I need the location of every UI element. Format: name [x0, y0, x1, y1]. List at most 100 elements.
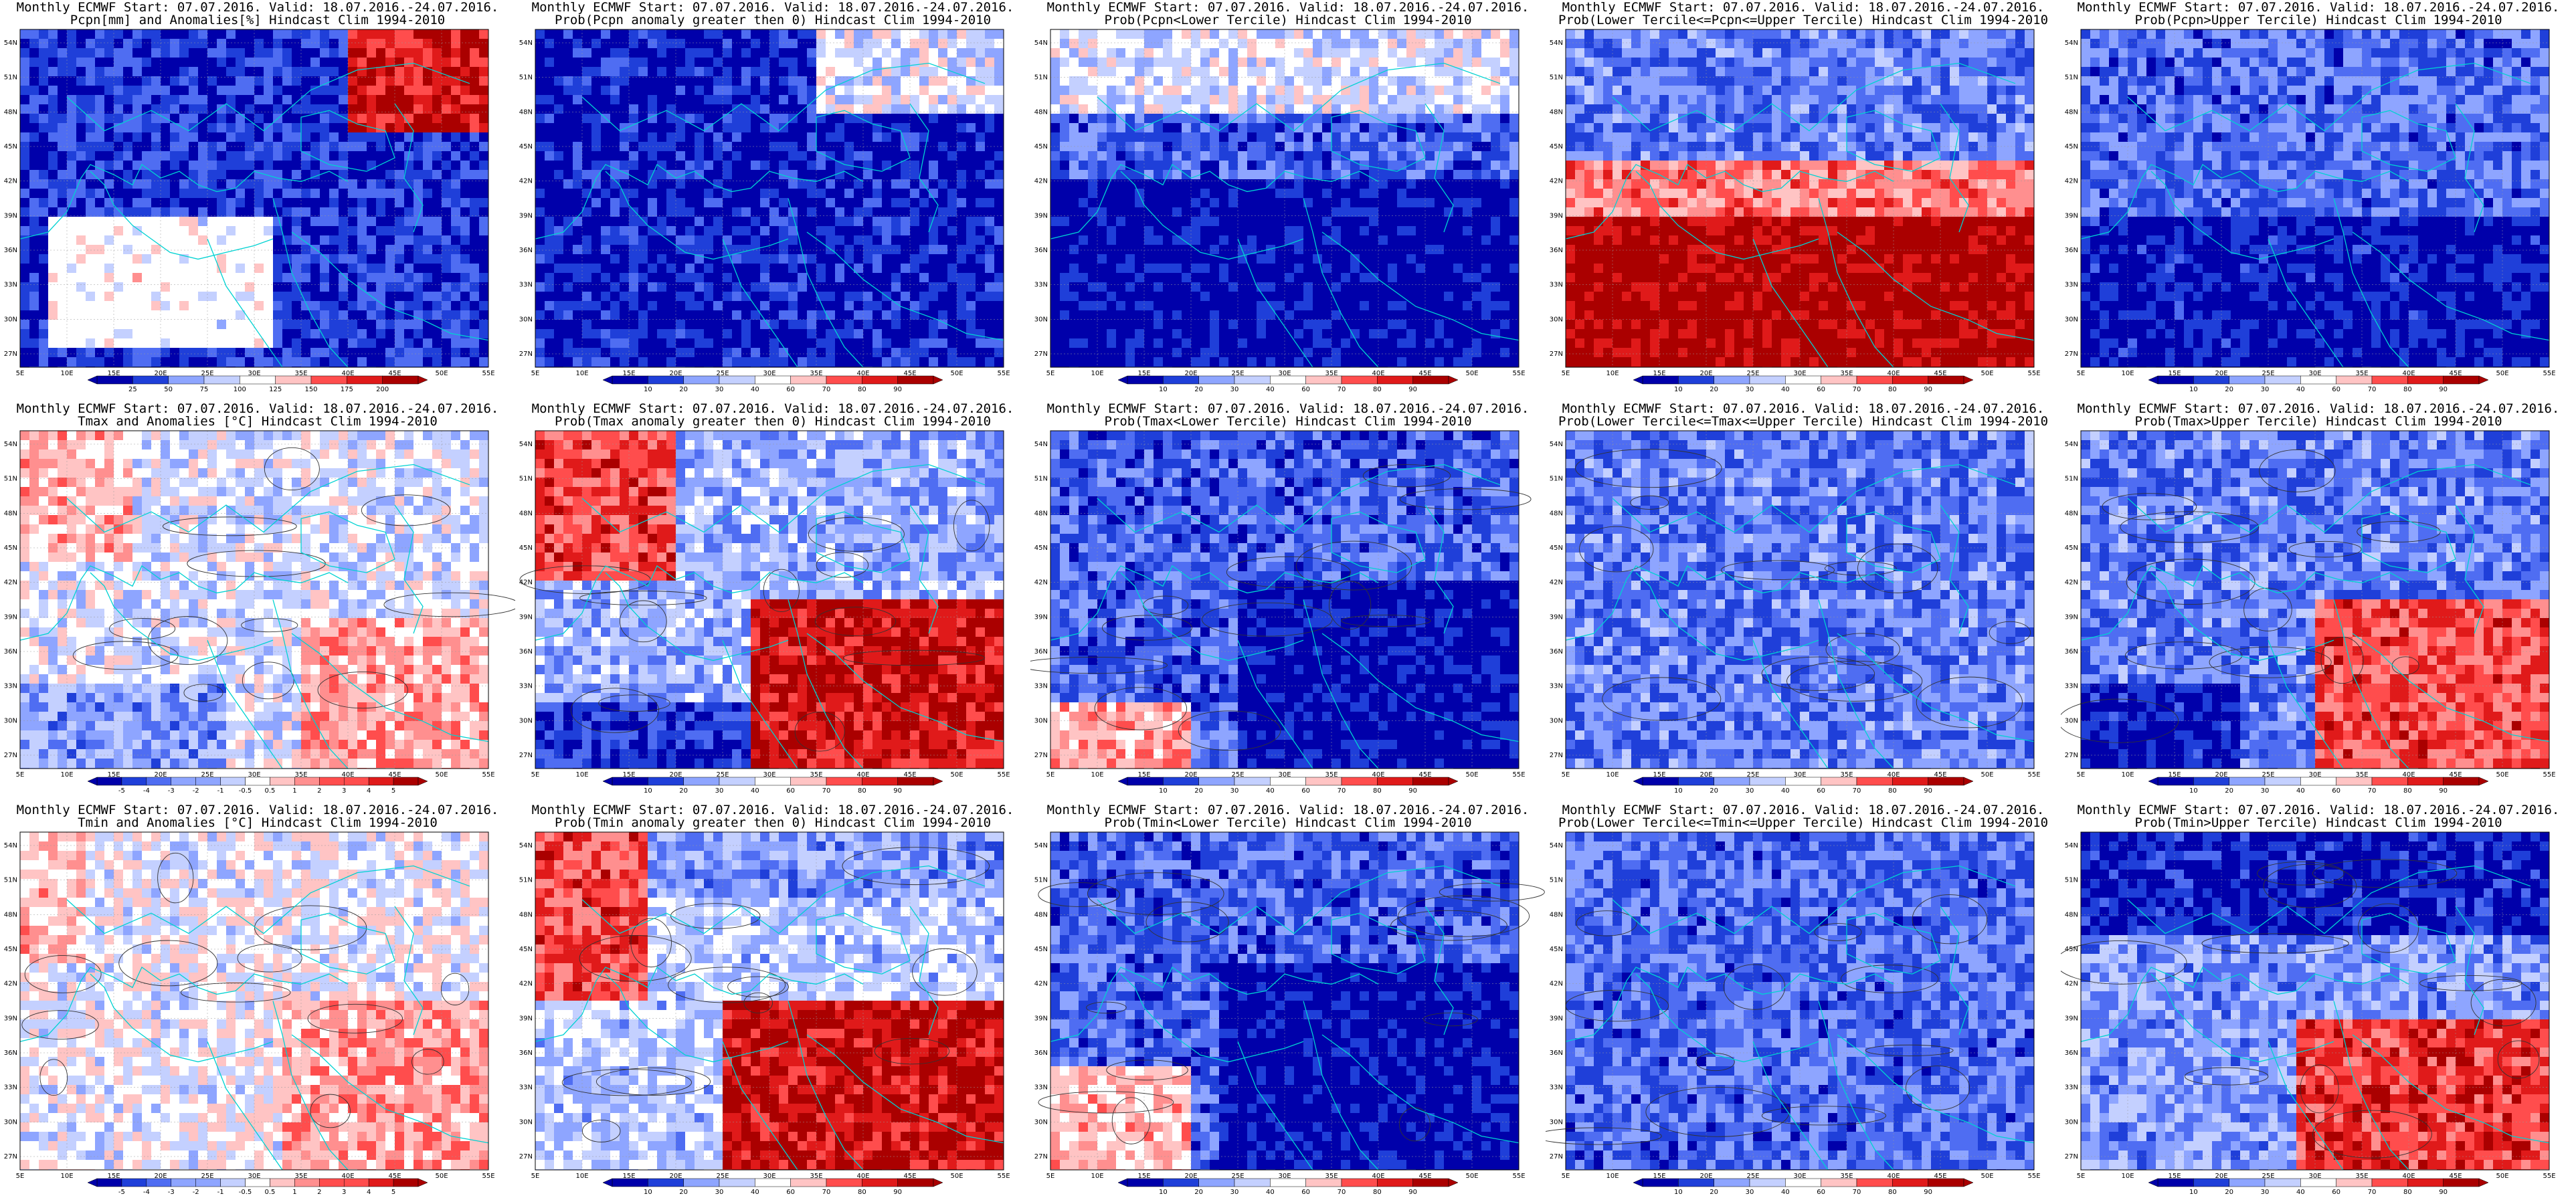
- field-cell: [48, 282, 58, 292]
- field-cell: [1210, 235, 1219, 245]
- field-cell: [1463, 142, 1472, 151]
- field-cell: [217, 170, 226, 179]
- field-cell: [357, 179, 367, 189]
- field-cell: [48, 161, 58, 170]
- field-cell: [132, 348, 142, 357]
- field-cell: [863, 29, 872, 39]
- field-cell: [779, 179, 788, 189]
- field-cell: [901, 132, 910, 142]
- field-cell: [573, 245, 582, 254]
- field-cell: [226, 329, 236, 338]
- field-cell: [1238, 114, 1247, 123]
- field-cell: [554, 48, 563, 58]
- field-cell: [226, 320, 236, 329]
- field-cell: [264, 254, 273, 264]
- field-cell: [704, 76, 713, 86]
- field-cell: [704, 179, 713, 189]
- field-cell: [76, 132, 86, 142]
- field-cell: [1163, 86, 1172, 95]
- field-cell: [470, 264, 479, 273]
- field-cell: [404, 95, 413, 104]
- colorbar-max-arrow: [933, 375, 943, 385]
- field-cell: [638, 273, 648, 282]
- field-cell: [723, 179, 732, 189]
- field-cell: [741, 348, 751, 357]
- field-cell: [685, 329, 695, 338]
- field-cell: [582, 179, 591, 189]
- field-cell: [872, 329, 882, 338]
- field-cell: [329, 179, 339, 189]
- field-cell: [835, 123, 844, 132]
- field-cell: [1341, 207, 1350, 217]
- field-cell: [376, 48, 385, 58]
- field-cell: [357, 48, 367, 58]
- field-cell: [39, 170, 48, 179]
- field-cell: [1144, 151, 1154, 161]
- field-cell: [1097, 207, 1107, 217]
- field-cell: [807, 39, 816, 48]
- field-cell: [1397, 114, 1406, 123]
- field-cell: [1491, 95, 1500, 104]
- field-cell: [310, 217, 320, 226]
- field-cell: [348, 151, 357, 161]
- field-cell: [685, 189, 695, 198]
- field-cell: [976, 58, 985, 67]
- field-cell: [1088, 123, 1097, 132]
- field-cell: [207, 348, 217, 357]
- field-cell: [1416, 123, 1425, 132]
- field-cell: [573, 29, 582, 39]
- field-cell: [29, 217, 39, 226]
- field-cell: [1228, 132, 1238, 142]
- field-cell: [1144, 95, 1154, 104]
- field-cell: [1416, 161, 1425, 170]
- field-cell: [863, 226, 872, 235]
- field-cell: [132, 282, 142, 292]
- field-cell: [114, 245, 123, 254]
- field-cell: [479, 226, 488, 235]
- field-cell: [189, 161, 198, 170]
- field-cell: [985, 189, 994, 198]
- field-cell: [1481, 114, 1491, 123]
- field-cell: [1079, 151, 1088, 161]
- field-cell: [395, 245, 404, 254]
- field-cell: [1257, 226, 1266, 235]
- field-cell: [1247, 114, 1257, 123]
- field-cell: [58, 226, 67, 235]
- field-cell: [798, 226, 807, 235]
- field-cell: [1088, 151, 1097, 161]
- field-cell: [629, 329, 638, 338]
- colorbar-label: 50: [164, 386, 173, 393]
- field-cell: [919, 123, 929, 132]
- field-cell: [451, 39, 460, 48]
- field-cell: [685, 179, 695, 189]
- field-cell: [1050, 48, 1060, 58]
- field-cell: [1097, 29, 1107, 39]
- field-cell: [58, 76, 67, 86]
- field-cell: [226, 301, 236, 310]
- field-cell: [676, 292, 685, 301]
- field-cell: [1303, 48, 1313, 58]
- field-cell: [1079, 104, 1088, 114]
- field-cell: [1313, 142, 1322, 151]
- lon-tick-label: 45E: [388, 370, 401, 377]
- field-cell: [1154, 29, 1163, 39]
- field-cell: [760, 282, 769, 292]
- field-cell: [891, 235, 901, 245]
- field-cell: [301, 39, 310, 48]
- field-cell: [760, 179, 769, 189]
- field-cell: [282, 39, 292, 48]
- field-cell: [1088, 48, 1097, 58]
- field-cell: [582, 161, 591, 170]
- field-cell: [423, 39, 432, 48]
- field-cell: [676, 95, 685, 104]
- field-cell: [1116, 132, 1125, 142]
- field-cell: [1435, 39, 1444, 48]
- field-cell: [39, 76, 48, 86]
- field-cell: [264, 39, 273, 48]
- map-panel: Monthly ECMWF Start: 07.07.2016. Valid: …: [0, 0, 515, 401]
- field-cell: [1453, 179, 1463, 189]
- field-cell: [994, 338, 1004, 348]
- field-cell: [95, 245, 104, 254]
- field-cell: [648, 179, 657, 189]
- field-cell: [601, 348, 610, 357]
